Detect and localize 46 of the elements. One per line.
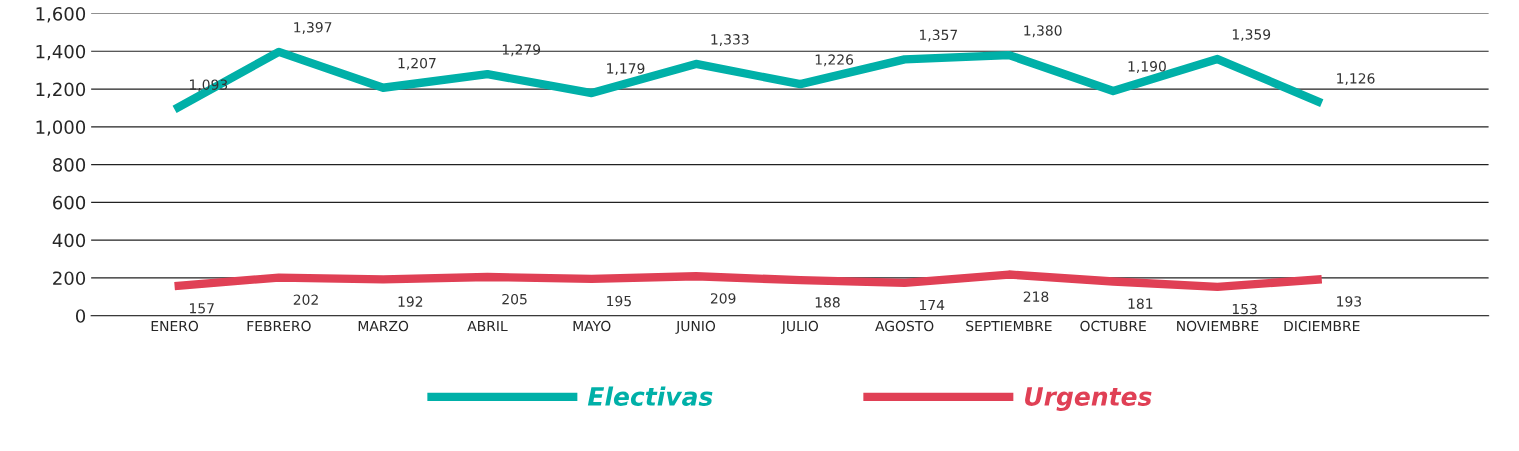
x-tick-label: AGOSTO bbox=[875, 320, 934, 332]
x-tick-label: MARZO bbox=[358, 320, 409, 332]
y-tick-label: 800 bbox=[53, 158, 86, 172]
data-label: 1,380 bbox=[1024, 25, 1062, 38]
data-label: 1,397 bbox=[294, 22, 332, 34]
x-tick-label: ENERO bbox=[151, 320, 199, 332]
data-label: 209 bbox=[710, 293, 736, 304]
y-tick-label: 1,000 bbox=[36, 120, 86, 136]
data-label: 218 bbox=[1023, 291, 1049, 302]
data-label: 1,093 bbox=[189, 79, 228, 92]
x-tick-label: SEPTIEMBRE bbox=[966, 320, 1052, 332]
x-tick-label: JUNIO bbox=[675, 320, 716, 334]
data-label: 1,226 bbox=[815, 54, 854, 67]
x-tick-label: OCTUBRE bbox=[1080, 320, 1146, 332]
x-tick-label: MAYO bbox=[573, 320, 611, 332]
data-label: 1,190 bbox=[1128, 61, 1166, 74]
data-label: 193 bbox=[1337, 296, 1362, 307]
data-label: 1,357 bbox=[920, 29, 958, 42]
data-label: 174 bbox=[920, 299, 945, 311]
data-label: 1,126 bbox=[1337, 73, 1375, 86]
data-label: 205 bbox=[502, 293, 527, 305]
y-tick-label: 0 bbox=[75, 309, 86, 323]
x-tick-label: NOVIEMBRE bbox=[1177, 320, 1259, 332]
data-label: 195 bbox=[607, 295, 631, 307]
x-tick-label: DICIEMBRE bbox=[1284, 320, 1360, 332]
data-label: 157 bbox=[189, 303, 214, 314]
y-tick-label: 400 bbox=[52, 233, 86, 248]
data-label: 188 bbox=[815, 297, 840, 308]
data-label: 1,207 bbox=[398, 57, 436, 70]
x-tick-label: ABRIL bbox=[467, 320, 508, 332]
data-label: 153 bbox=[1232, 303, 1257, 315]
y-tick-label: 1,400 bbox=[36, 44, 86, 61]
y-tick-label: 1,600 bbox=[36, 6, 86, 23]
y-tick-label: 600 bbox=[53, 195, 86, 210]
data-label: 1,333 bbox=[711, 34, 749, 47]
data-label: 1,359 bbox=[1232, 29, 1271, 42]
y-tick-label: 200 bbox=[53, 271, 86, 286]
data-label: 1,179 bbox=[607, 63, 645, 76]
x-tick-label: FEBRERO bbox=[247, 320, 311, 332]
y-tick-label: 1,200 bbox=[36, 82, 86, 99]
text: Electivas bbox=[587, 386, 713, 406]
data-label: 192 bbox=[398, 296, 423, 307]
x-tick-label: JULIO bbox=[781, 320, 819, 334]
data-label: 181 bbox=[1128, 298, 1153, 309]
text: Urgentes bbox=[1025, 387, 1152, 411]
data-label: 202 bbox=[293, 294, 318, 305]
